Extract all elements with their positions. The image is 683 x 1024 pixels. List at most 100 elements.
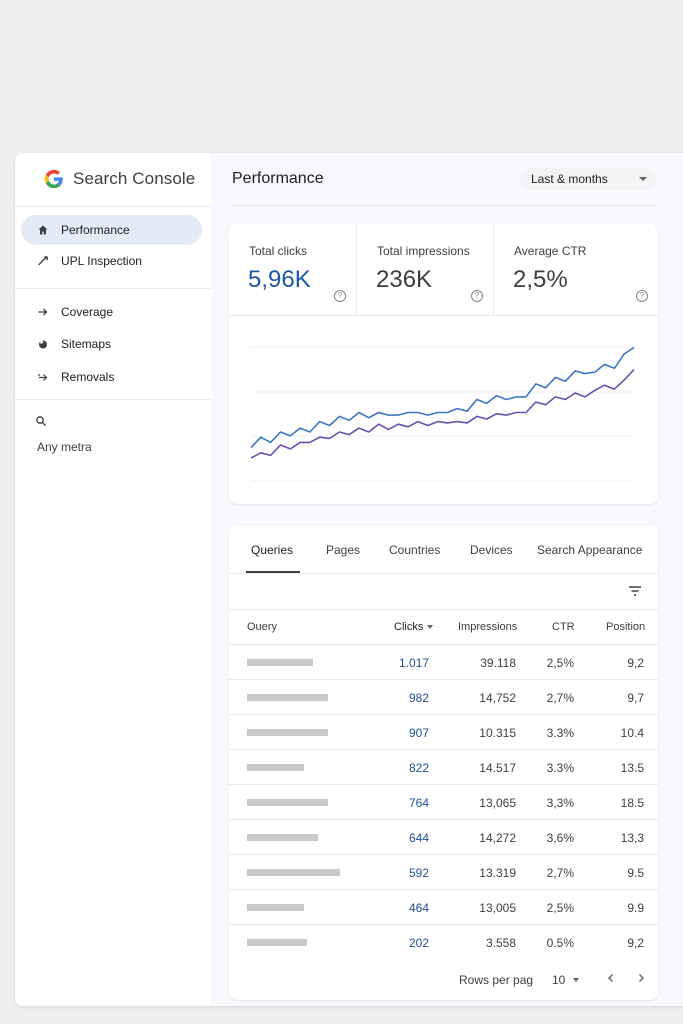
metric-total-clicks[interactable]: Total clicks 5,96K ?: [229, 224, 357, 316]
cell-impressions: 3.558: [485, 936, 516, 950]
tabs-divider: [229, 573, 658, 574]
cell-clicks: 982: [408, 691, 429, 705]
sidebar-item-upl-inspection[interactable]: UPL Inspection: [21, 246, 202, 276]
table-row[interactable]: 764 13,065 3,3% 18.5: [229, 785, 658, 820]
column-header-label: Clicks: [394, 621, 424, 633]
cell-clicks: 202: [408, 936, 429, 950]
cell-clicks: 822: [408, 761, 429, 775]
table-row[interactable]: 1.017 39.118 2,5% 9,2: [229, 645, 658, 680]
cell-ctr: 3.3%: [546, 761, 574, 775]
cell-impressions: 14,752: [479, 691, 516, 705]
metric-label: Total impressions: [377, 244, 470, 258]
sidebar-item-coverage[interactable]: Coverage: [21, 297, 202, 327]
sitemap-icon: [36, 337, 50, 351]
cell-position: 9,2: [627, 936, 644, 950]
series-line-clicks: [250, 346, 635, 449]
table-row[interactable]: 644 14,272 3,6% 13,3: [229, 820, 658, 855]
filter-icon[interactable]: [628, 585, 642, 597]
tab-queries[interactable]: Queries: [251, 543, 294, 557]
cell-position: 10.4: [620, 726, 644, 740]
rows-per-page-select[interactable]: 10: [552, 973, 566, 987]
chevron-right-icon[interactable]: [634, 971, 648, 985]
tab-countries[interactable]: Countries: [389, 543, 441, 557]
toolbar-divider: [229, 609, 658, 610]
column-header-position[interactable]: Position: [606, 621, 646, 633]
date-range-select[interactable]: Last & months: [519, 168, 657, 190]
column-header-clicks[interactable]: Clicks: [394, 621, 434, 633]
help-icon[interactable]: ?: [471, 290, 483, 302]
cell-position: 13,3: [620, 831, 644, 845]
sidebar-item-label: Performance: [61, 223, 130, 237]
sidebar-item-label: Sitemaps: [61, 337, 112, 351]
query-placeholder: [247, 834, 318, 841]
cell-position: 9,7: [627, 691, 644, 705]
chevron-left-icon[interactable]: [604, 971, 618, 985]
table-row[interactable]: 202 3.558 0.5% 9,2: [229, 925, 658, 960]
sidebar-search-label[interactable]: Any metra: [37, 440, 92, 454]
cell-ctr: 3.3%: [546, 726, 574, 740]
app-window: Search Console Performance UPL Inspectio…: [15, 153, 683, 1006]
metric-total-impressions[interactable]: Total impressions 236K ?: [357, 224, 494, 316]
sidebar-item-label: UPL Inspection: [61, 254, 142, 268]
tab-devices[interactable]: Devices: [470, 543, 513, 557]
header-divider: [229, 644, 658, 645]
query-placeholder: [247, 659, 313, 666]
metric-value: 236K: [376, 266, 433, 293]
cell-ctr: 2,5%: [546, 656, 574, 670]
query-placeholder: [247, 904, 304, 911]
metric-value: 2,5%: [513, 266, 568, 293]
cell-ctr: 0.5%: [546, 936, 574, 950]
removals-icon: [36, 370, 50, 384]
sidebar-item-removals[interactable]: Removals: [21, 362, 202, 392]
cell-impressions: 39.118: [480, 656, 516, 670]
tab-search-appearance[interactable]: Search Appearance: [537, 543, 643, 557]
main-content: Performance Last & months Total clicks 5…: [211, 153, 683, 1006]
column-header-ctr[interactable]: CTR: [552, 621, 575, 633]
google-logo-icon: [44, 169, 63, 189]
search-icon[interactable]: [35, 415, 47, 427]
sidebar-item-sitemaps[interactable]: Sitemaps: [21, 329, 202, 359]
series-line-impressions: [250, 369, 635, 459]
app-logo[interactable]: Search Console: [43, 166, 195, 192]
cell-clicks: 764: [408, 796, 429, 810]
performance-chart[interactable]: [229, 316, 658, 502]
column-header-query[interactable]: Ouery: [247, 621, 277, 633]
cell-position: 9.9: [627, 901, 644, 915]
sidebar: Search Console Performance UPL Inspectio…: [15, 153, 211, 1006]
cell-clicks: 592: [408, 866, 429, 880]
column-header-impressions[interactable]: Impressions: [458, 621, 518, 633]
metric-label: Total clicks: [249, 244, 308, 258]
active-tab-indicator: [246, 571, 300, 573]
sidebar-divider: [15, 206, 211, 207]
cell-position: 9.5: [627, 866, 644, 880]
table-row[interactable]: 907 10.315 3.3% 10.4: [229, 715, 658, 750]
table-row[interactable]: 982 14,752 2,7% 9,7: [229, 680, 658, 715]
query-placeholder: [247, 939, 307, 946]
help-icon[interactable]: ?: [636, 290, 648, 302]
page-title: Performance: [232, 170, 324, 187]
sidebar-item-performance[interactable]: Performance: [21, 215, 202, 245]
cell-impressions: 10.315: [479, 726, 516, 740]
cell-impressions: 13,065: [479, 796, 516, 810]
query-placeholder: [247, 694, 328, 701]
help-icon[interactable]: ?: [334, 290, 346, 302]
cell-position: 9,2: [627, 656, 644, 670]
app-name: Search Console: [73, 169, 196, 188]
tab-pages[interactable]: Pages: [326, 543, 361, 557]
queries-table-card: Queries Pages Countries Devices Search A…: [229, 526, 658, 1000]
chevron-down-icon: [573, 978, 579, 982]
cell-impressions: 13.319: [479, 866, 516, 880]
cell-clicks: 1.017: [398, 656, 429, 670]
cell-clicks: 907: [408, 726, 429, 740]
cell-clicks: 644: [408, 831, 429, 845]
table-row[interactable]: 592 13.319 2,7% 9.5: [229, 855, 658, 890]
sidebar-item-label: Removals: [61, 370, 115, 384]
chevron-down-icon: [639, 177, 647, 181]
table-row[interactable]: 464 13,005 2,5% 9.9: [229, 890, 658, 925]
cell-ctr: 3,6%: [546, 831, 574, 845]
sidebar-divider: [15, 288, 211, 289]
header-divider: [232, 205, 658, 206]
metric-average-ctr[interactable]: Average CTR 2,5% ?: [494, 224, 658, 316]
home-icon: [36, 223, 50, 237]
table-row[interactable]: 822 14.517 3.3% 13.5: [229, 750, 658, 785]
